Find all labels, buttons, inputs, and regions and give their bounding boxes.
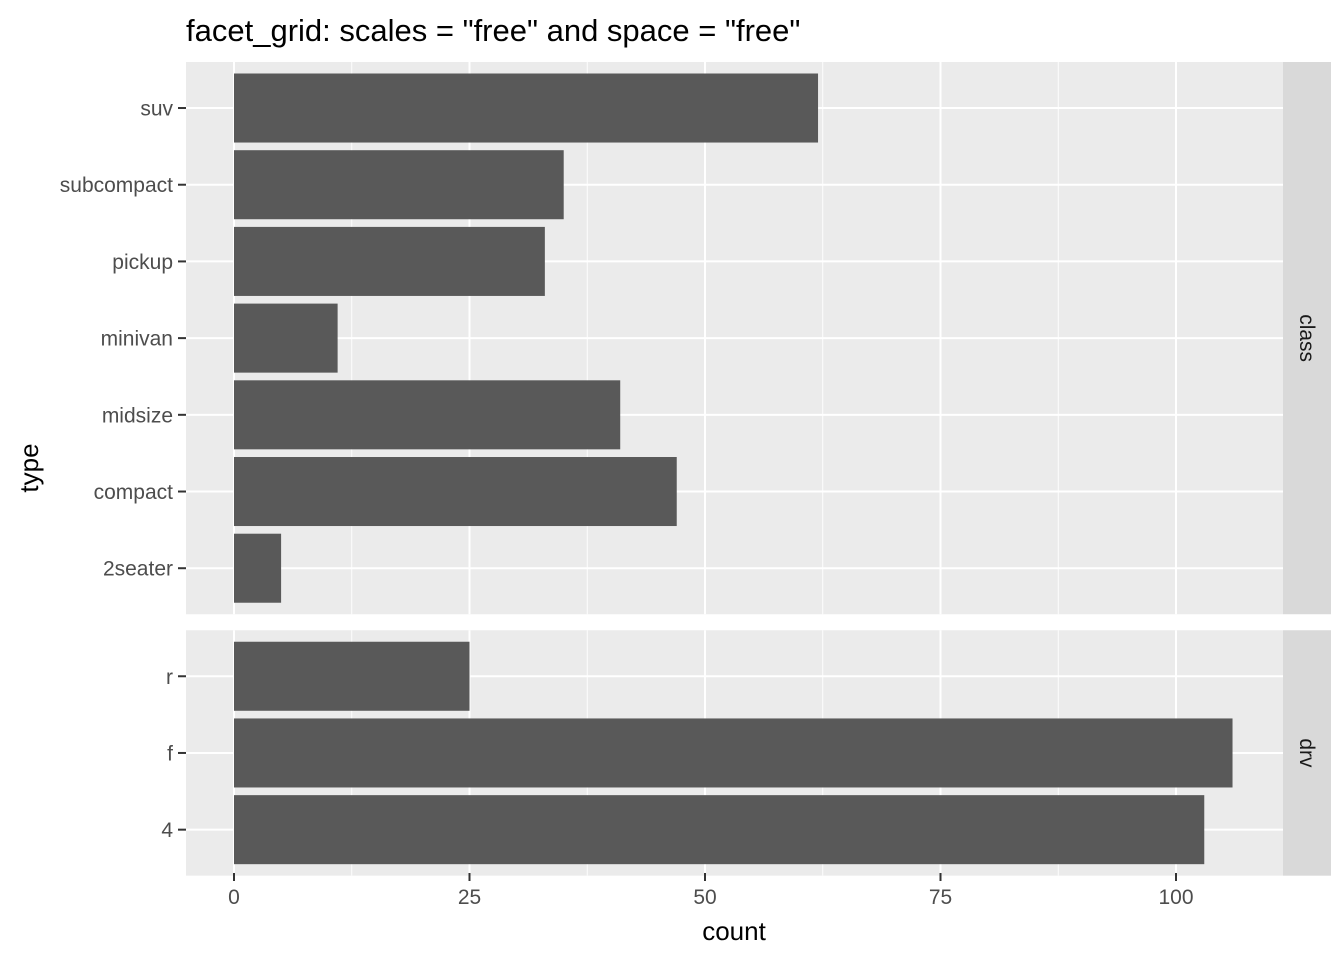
y-tick-label: 4 xyxy=(161,819,173,842)
facet-panel-drv: 4 f r drv xyxy=(161,630,1331,876)
bar-f xyxy=(234,718,1233,788)
x-tick-label: 50 xyxy=(693,886,716,909)
bar-pickup xyxy=(234,226,545,296)
x-tick-label: 0 xyxy=(228,886,240,909)
facet-strip-label: drv xyxy=(1295,738,1318,768)
y-tick-label: compact xyxy=(94,481,174,504)
x-tick-label: 25 xyxy=(458,886,481,909)
y-tick-label: f xyxy=(167,742,173,765)
bar-subcompact xyxy=(234,150,564,220)
y-tick-label: r xyxy=(166,666,173,689)
x-tick-label: 100 xyxy=(1158,886,1193,909)
y-tick-label: subcompact xyxy=(60,174,173,197)
x-axis-title: count xyxy=(702,916,766,946)
y-axis-title: type xyxy=(14,443,44,492)
y-tick-label: pickup xyxy=(112,251,173,274)
y-tick-label: midsize xyxy=(102,404,173,427)
bar-2seater xyxy=(234,533,282,603)
bar-r xyxy=(234,641,470,711)
bar-midsize xyxy=(234,380,621,450)
x-axis: 0 25 50 75 100 xyxy=(228,873,1194,909)
bar-suv xyxy=(234,73,819,143)
x-tick-label: 75 xyxy=(929,886,952,909)
bar-compact xyxy=(234,457,677,527)
facet-strip xyxy=(1283,630,1331,876)
facet-panel-class: 2seater compact midsize minivan pickup subcom… xyxy=(60,62,1331,615)
facet-strip xyxy=(1283,62,1331,615)
y-tick-label: suv xyxy=(140,98,173,121)
y-tick-label: 2seater xyxy=(103,558,173,581)
y-tick-label: minivan xyxy=(101,328,173,351)
facet-panels: 2seater compact midsize minivan pickup subcom… xyxy=(60,62,1331,876)
facet-strip-label: class xyxy=(1295,314,1318,362)
chart-title: facet_grid: scales = "free" and space = … xyxy=(186,13,800,48)
bar-4 xyxy=(234,795,1205,865)
bar-minivan xyxy=(234,303,338,373)
